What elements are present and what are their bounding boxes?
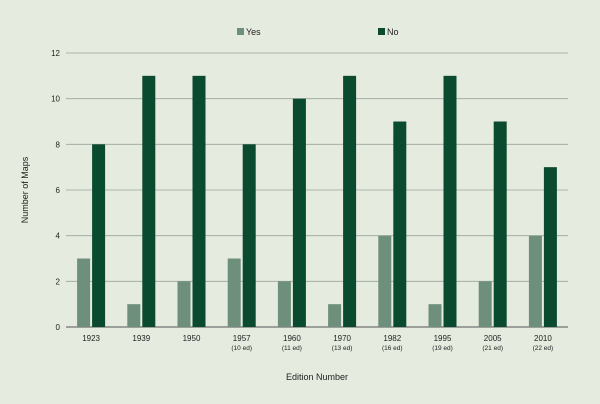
x-tick-sublabel: (16 ed) (382, 345, 403, 352)
x-tick-label: 2005 (484, 334, 502, 343)
y-tick-label: 6 (56, 186, 61, 195)
x-tick-label: 1960 (283, 334, 301, 343)
bar-yes-1957 (227, 258, 241, 327)
x-tick-label: 1923 (82, 334, 100, 343)
legend-label-yes: Yes (246, 27, 261, 37)
bar-yes-1970 (328, 304, 342, 327)
x-tick-label: 1995 (434, 334, 452, 343)
y-axis-title: Number of Maps (20, 156, 30, 223)
legend-label-no: No (387, 27, 399, 37)
y-tick-label: 0 (56, 323, 61, 332)
bar-yes-1939 (127, 304, 141, 327)
bar-no-2005 (493, 121, 507, 327)
bar-no-1995 (443, 75, 457, 327)
x-tick-sublabel: (11 ed) (282, 345, 302, 352)
bar-no-1950 (192, 75, 206, 327)
bar-yes-1995 (428, 304, 442, 327)
x-tick-sublabel: (21 ed) (482, 345, 503, 352)
x-tick-label: 1970 (333, 334, 351, 343)
bar-yes-2005 (478, 281, 492, 327)
x-tick-label: 1939 (132, 334, 150, 343)
x-tick-label: 1950 (183, 334, 201, 343)
bar-no-1970 (343, 75, 357, 327)
bar-yes-1982 (378, 235, 392, 327)
bar-no-1957 (242, 144, 256, 327)
bar-no-1960 (292, 98, 306, 328)
x-tick-sublabel: (22 ed) (533, 345, 554, 352)
y-tick-label: 8 (56, 140, 61, 149)
x-tick-label: 1957 (233, 334, 251, 343)
bar-no-1923 (92, 144, 106, 327)
x-tick-label: 2010 (534, 334, 552, 343)
x-tick-sublabel: (13 ed) (332, 345, 353, 352)
bar-no-1939 (142, 75, 156, 327)
x-tick-sublabel: (10 ed) (231, 345, 252, 352)
x-axis-title: Edition Number (286, 372, 348, 382)
bar-yes-1960 (277, 281, 291, 327)
bar-no-2010 (543, 167, 557, 327)
y-tick-label: 10 (51, 95, 60, 104)
bar-yes-1950 (177, 281, 191, 327)
y-tick-label: 2 (56, 277, 61, 286)
bar-no-1982 (393, 121, 407, 327)
y-tick-label: 4 (56, 232, 61, 241)
x-tick-sublabel: (19 ed) (432, 345, 453, 352)
bar-yes-1923 (77, 258, 91, 327)
legend-swatch-no (378, 28, 385, 35)
bar-yes-2010 (528, 235, 542, 327)
legend-swatch-yes (237, 28, 244, 35)
y-tick-label: 12 (51, 49, 60, 58)
x-tick-label: 1982 (383, 334, 401, 343)
